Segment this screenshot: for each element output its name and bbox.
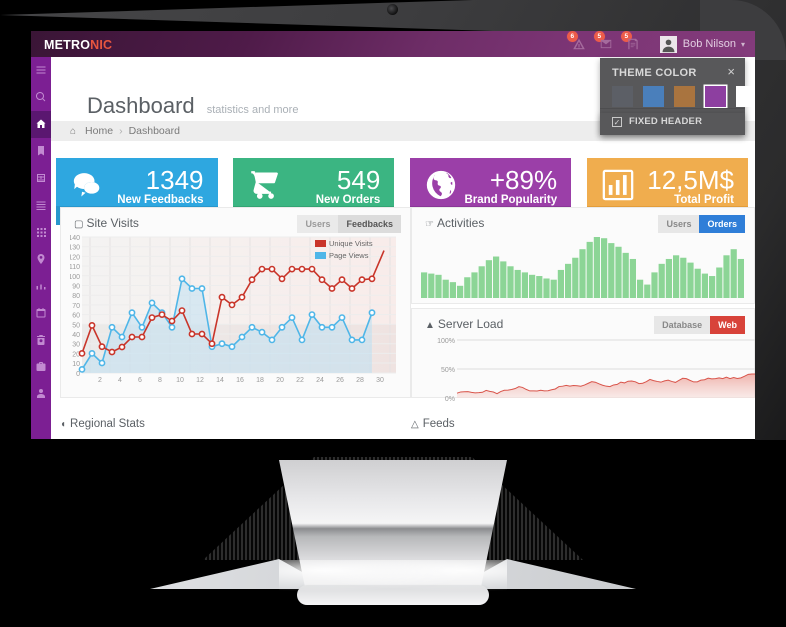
svg-text:24: 24: [316, 377, 324, 384]
svg-text:40: 40: [72, 332, 80, 339]
svg-text:18: 18: [256, 377, 264, 384]
svg-text:0%: 0%: [445, 396, 455, 403]
svg-text:22: 22: [296, 377, 304, 384]
svg-text:90: 90: [72, 284, 80, 291]
svg-text:14: 14: [216, 377, 224, 384]
svg-text:30: 30: [72, 342, 80, 349]
svg-text:8: 8: [158, 377, 162, 384]
svg-text:100%: 100%: [437, 338, 455, 345]
svg-text:Unique Visits: Unique Visits: [329, 239, 373, 248]
svg-text:4: 4: [118, 377, 122, 384]
svg-text:120: 120: [70, 254, 80, 261]
svg-text:140: 140: [70, 235, 80, 242]
svg-text:30: 30: [376, 377, 384, 384]
svg-text:6: 6: [138, 377, 142, 384]
svg-text:2: 2: [98, 377, 102, 384]
svg-text:100: 100: [70, 274, 80, 281]
svg-text:50: 50: [72, 322, 80, 329]
svg-text:20: 20: [276, 377, 284, 384]
svg-text:10: 10: [72, 361, 80, 368]
svg-text:110: 110: [70, 264, 80, 271]
svg-text:26: 26: [336, 377, 344, 384]
svg-text:50%: 50%: [441, 367, 455, 374]
svg-text:12: 12: [196, 377, 204, 384]
svg-text:70: 70: [72, 303, 80, 310]
svg-text:130: 130: [70, 245, 80, 252]
svg-text:10: 10: [176, 377, 184, 384]
svg-text:Page Views: Page Views: [329, 251, 369, 260]
svg-text:28: 28: [356, 377, 364, 384]
svg-text:60: 60: [72, 313, 80, 320]
svg-text:80: 80: [72, 293, 80, 300]
svg-text:0: 0: [76, 371, 80, 378]
svg-text:16: 16: [236, 377, 244, 384]
